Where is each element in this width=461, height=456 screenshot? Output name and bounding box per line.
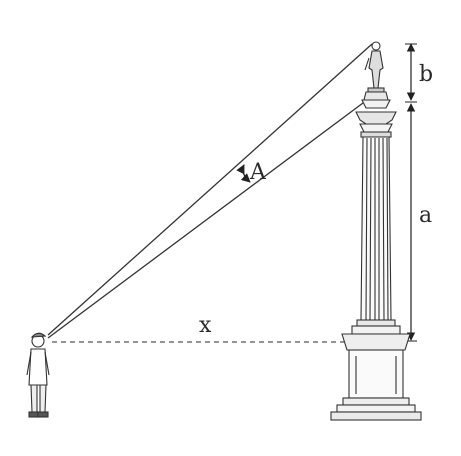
statue-height-label: b bbox=[419, 62, 433, 87]
distance-label: x bbox=[199, 313, 212, 338]
observer-figure bbox=[26, 332, 50, 418]
column-height-label: a bbox=[419, 203, 432, 228]
column-illustration bbox=[330, 41, 422, 421]
statue bbox=[364, 41, 385, 93]
sight-line-top bbox=[47, 43, 373, 336]
angle-arc bbox=[236, 164, 251, 183]
column-base bbox=[330, 319, 422, 421]
column-shaft bbox=[360, 136, 392, 321]
column-capital bbox=[355, 91, 397, 138]
sight-line-bottom bbox=[47, 99, 368, 339]
angle-label: A bbox=[249, 160, 267, 185]
